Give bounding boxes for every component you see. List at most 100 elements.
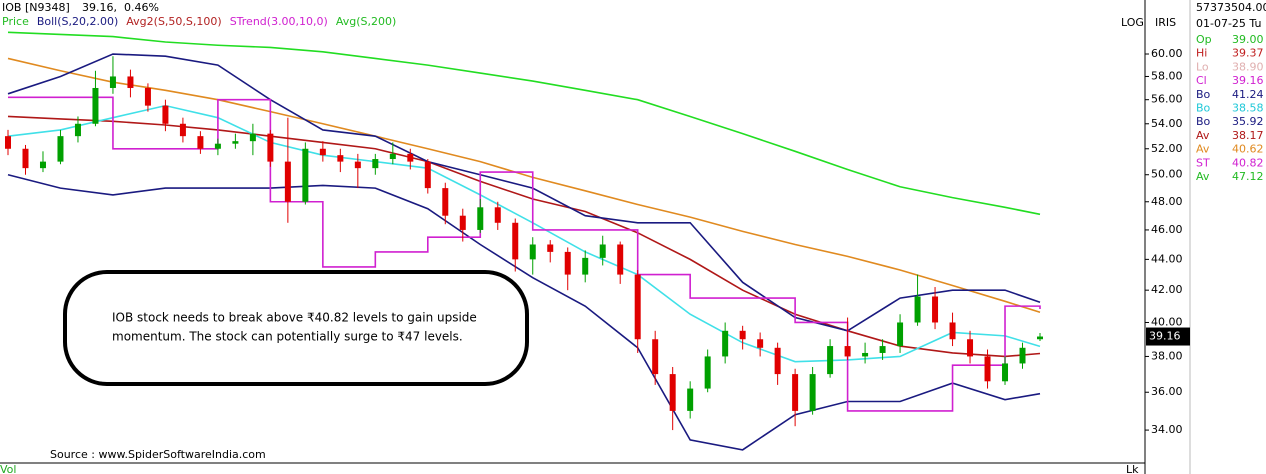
candle-body (669, 374, 676, 411)
y-tick-label: 54.00 (1151, 117, 1183, 130)
candle-body (827, 346, 834, 375)
candle-body (792, 374, 799, 411)
candle-body (914, 296, 921, 323)
candle-body (1037, 336, 1043, 340)
volume-label: Vol (0, 463, 16, 474)
candle-body (617, 244, 624, 275)
candle-body (232, 141, 239, 144)
info-value: 38.17 (1232, 129, 1264, 142)
info-label: Av (1196, 129, 1210, 142)
info-value: 38.90 (1232, 60, 1264, 73)
candle-body (477, 207, 484, 230)
candle-body (389, 153, 396, 160)
candle-body (109, 76, 116, 88)
candle-body (162, 105, 169, 124)
candle-body (354, 161, 361, 169)
candle-body (652, 339, 659, 375)
candle-body (337, 155, 344, 162)
candle-body (179, 123, 186, 137)
candle-body (284, 161, 291, 202)
indicator-line (7, 53, 1041, 332)
candle-body (932, 296, 939, 323)
indicator-line (7, 31, 1041, 216)
candle-body (757, 339, 764, 348)
iris-label: IRIS (1155, 16, 1176, 29)
candle-body (967, 339, 974, 357)
info-label: Bo (1196, 88, 1211, 101)
candle-body (407, 153, 414, 162)
y-tick-label: 48.00 (1151, 195, 1183, 208)
candle-body (424, 161, 431, 189)
last-price-box (1146, 327, 1190, 346)
candle-body (214, 143, 221, 149)
info-value: 39.37 (1232, 47, 1264, 60)
header-change: 0.46% (124, 1, 159, 14)
annotation-line: IOB stock needs to break above ₹40.82 le… (112, 311, 477, 325)
info-label: Lo (1196, 60, 1209, 73)
info-label: Av (1196, 170, 1210, 183)
candle-body (809, 374, 816, 411)
info-label: Op (1196, 33, 1212, 46)
candle-body (529, 244, 536, 260)
candle-body (319, 148, 326, 156)
candle-body (39, 161, 46, 169)
candle-body (687, 388, 694, 411)
candle-body (442, 188, 449, 216)
candle-body (249, 133, 256, 142)
y-tick-label: 40.00 (1151, 315, 1183, 328)
y-tick-label: 60.00 (1151, 47, 1183, 60)
candle-body (459, 215, 466, 230)
legend-entry: STrend(3.00,10,0) (230, 15, 328, 28)
candle-body (582, 257, 589, 275)
info-value: 39.16 (1232, 74, 1264, 87)
legend-entry: Avg2(S,50,S,100) (126, 15, 221, 28)
legend-entry: Avg(S,200) (336, 15, 396, 28)
y-tick-label: 52.00 (1151, 142, 1183, 155)
candle-body (197, 136, 204, 149)
y-tick-label: 42.00 (1151, 283, 1183, 296)
candle-body (494, 207, 501, 223)
candle-body (1002, 363, 1009, 382)
info-value: 35.92 (1232, 115, 1264, 128)
indicator-line (8, 96, 1041, 412)
candle-body (144, 87, 151, 106)
candle-body (774, 347, 781, 375)
candle-body (267, 133, 274, 162)
legend-entry: Price (2, 15, 29, 28)
candle-body (949, 322, 956, 340)
candle-body (92, 87, 99, 124)
candle-body (74, 123, 81, 137)
info-value: 40.82 (1232, 156, 1264, 169)
last-price-label: 39.16 (1149, 330, 1181, 343)
y-tick-label: 58.00 (1151, 69, 1183, 82)
info-label: Av (1196, 143, 1210, 156)
y-tick-label: 50.00 (1151, 168, 1183, 181)
y-tick-label: 34.00 (1151, 423, 1183, 436)
candle-body (512, 222, 519, 260)
info-value: 38.58 (1232, 102, 1264, 115)
candle-body (984, 356, 991, 382)
info-value: 40.62 (1232, 143, 1264, 156)
y-tick-label: 38.00 (1151, 349, 1183, 362)
info-value: 41.24 (1232, 88, 1264, 101)
info-label: Hi (1196, 47, 1207, 60)
header-symbol: IOB [N9348] (2, 1, 70, 14)
info-volume: 57373504.00 (1196, 1, 1266, 14)
info-label: Cl (1196, 74, 1207, 87)
candle-body (1019, 347, 1026, 364)
candle-body (302, 148, 309, 202)
y-tick-label: 36.00 (1151, 385, 1183, 398)
candle-body (862, 352, 869, 357)
candle-body (547, 244, 554, 252)
candle-body (897, 322, 904, 347)
info-value: 39.00 (1232, 33, 1264, 46)
log-label: LOG (1121, 16, 1144, 29)
legend-entry: Boll(S,20,2.00) (37, 15, 118, 28)
y-tick-label: 56.00 (1151, 93, 1183, 106)
indicator-line (7, 173, 1041, 451)
candle-body (564, 251, 571, 275)
candle-body (634, 274, 641, 340)
info-value: 47.12 (1232, 170, 1264, 183)
y-tick-label: 44.00 (1151, 252, 1183, 265)
candle-body (372, 159, 379, 169)
